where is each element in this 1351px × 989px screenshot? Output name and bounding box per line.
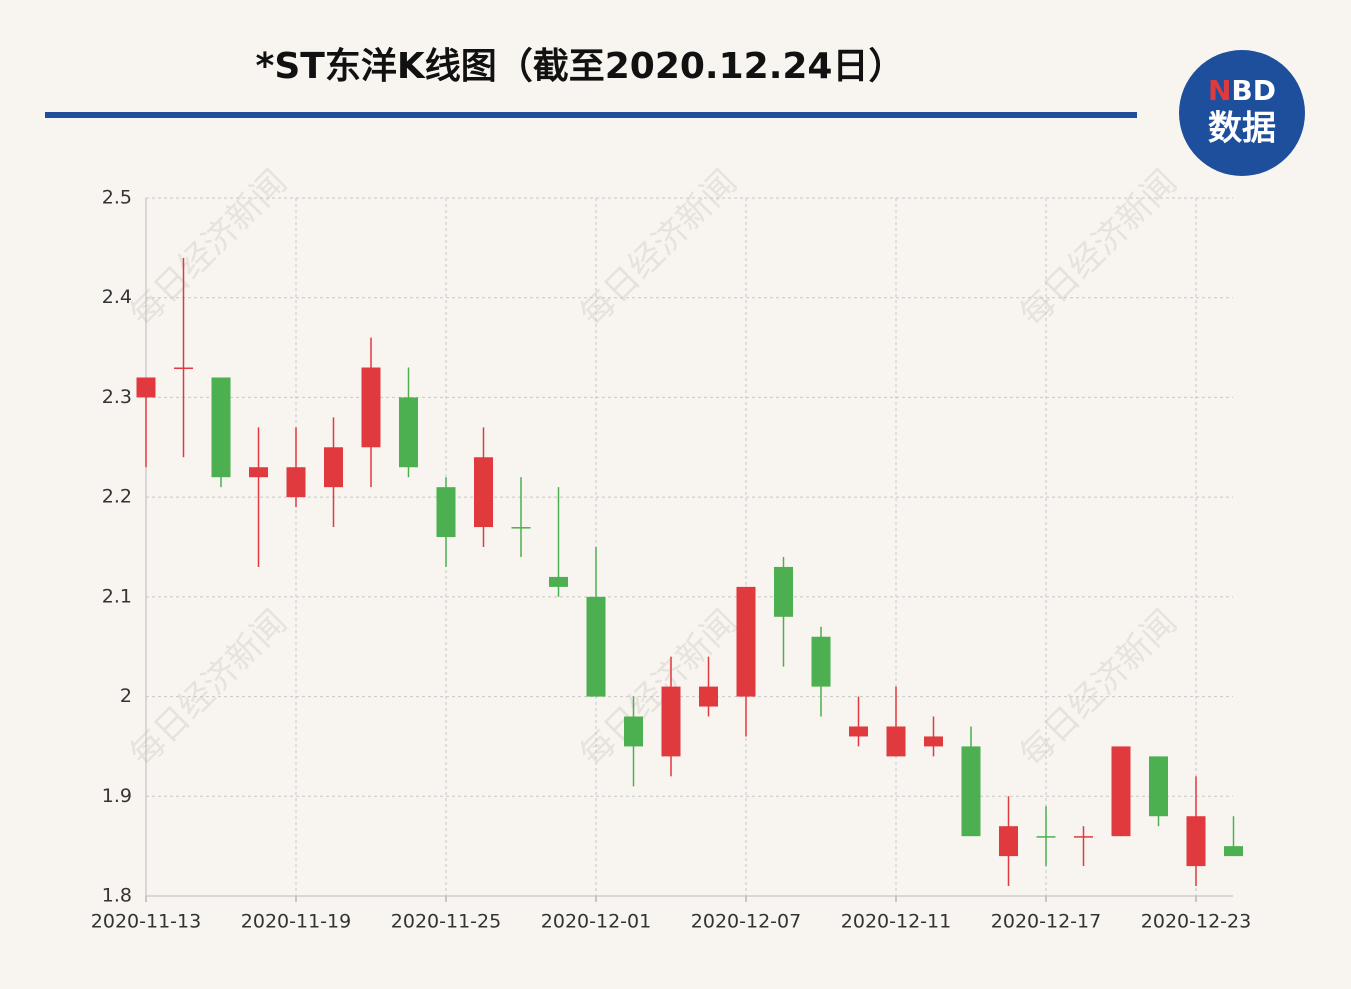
candle-body (661, 686, 681, 757)
logo-circle (1179, 50, 1305, 176)
y-tick-label: 2 (120, 685, 132, 707)
candle-body (174, 367, 193, 370)
logo-n: N (1208, 74, 1231, 107)
candle-body (736, 586, 756, 697)
candle-body (699, 686, 718, 707)
y-tick-label: 2.3 (102, 386, 132, 408)
candle-body (511, 527, 531, 529)
y-tick-label: 2.1 (102, 585, 132, 607)
candle-body (361, 367, 381, 448)
candle-body (399, 397, 418, 468)
x-tick-label: 2020-11-25 (391, 911, 501, 933)
candle-body (624, 716, 643, 747)
candle-body (811, 636, 831, 687)
y-tick-label: 1.9 (102, 785, 132, 807)
candle-body (999, 826, 1018, 857)
candle-body (1224, 846, 1243, 857)
y-tick-label: 2.5 (102, 187, 132, 209)
x-tick-label: 2020-12-07 (691, 911, 801, 933)
candle-body (924, 736, 943, 747)
y-tick-label: 2.2 (102, 486, 132, 508)
candle-body (1111, 746, 1131, 837)
y-tick-label: 1.8 (102, 885, 132, 907)
x-tick-label: 2020-12-17 (991, 911, 1101, 933)
candle-body (1186, 816, 1206, 867)
candle-body (1074, 836, 1093, 838)
y-tick-label: 2.4 (102, 286, 132, 308)
candle-body (961, 746, 981, 837)
candle-body (324, 447, 343, 488)
candle-body (849, 726, 868, 737)
candle-body (549, 576, 568, 587)
candle-body (586, 596, 606, 697)
logo: NBD 数据 (1179, 50, 1305, 176)
candle-body (286, 467, 306, 498)
title-rule (45, 112, 1137, 118)
candle-body (474, 457, 493, 528)
logo-top: NBD (1208, 74, 1276, 107)
plot: 1.8 1.9 2 2.1 2.2 2.3 2.4 2.5 2020-11-13 2020-11-… (91, 187, 1251, 933)
x-tick-label: 2020-12-23 (1141, 911, 1251, 933)
candle-body (136, 377, 156, 398)
candle-body (774, 566, 793, 617)
candle-body (211, 377, 231, 478)
x-tick-label: 2020-11-13 (91, 911, 201, 933)
logo-bottom: 数据 (1208, 109, 1276, 149)
x-tick-label: 2020-12-01 (541, 911, 651, 933)
candle-body (436, 487, 456, 538)
logo-bd: BD (1231, 74, 1276, 107)
x-tick-label: 2020-11-19 (241, 911, 351, 933)
title: *ST东洋K线图（截至2020.12.24日） (256, 46, 905, 87)
candle-body (1149, 756, 1168, 817)
candle-body (1036, 836, 1056, 838)
x-tick-label: 2020-12-11 (841, 911, 951, 933)
candle-body (249, 467, 268, 478)
candle-body (886, 726, 906, 757)
